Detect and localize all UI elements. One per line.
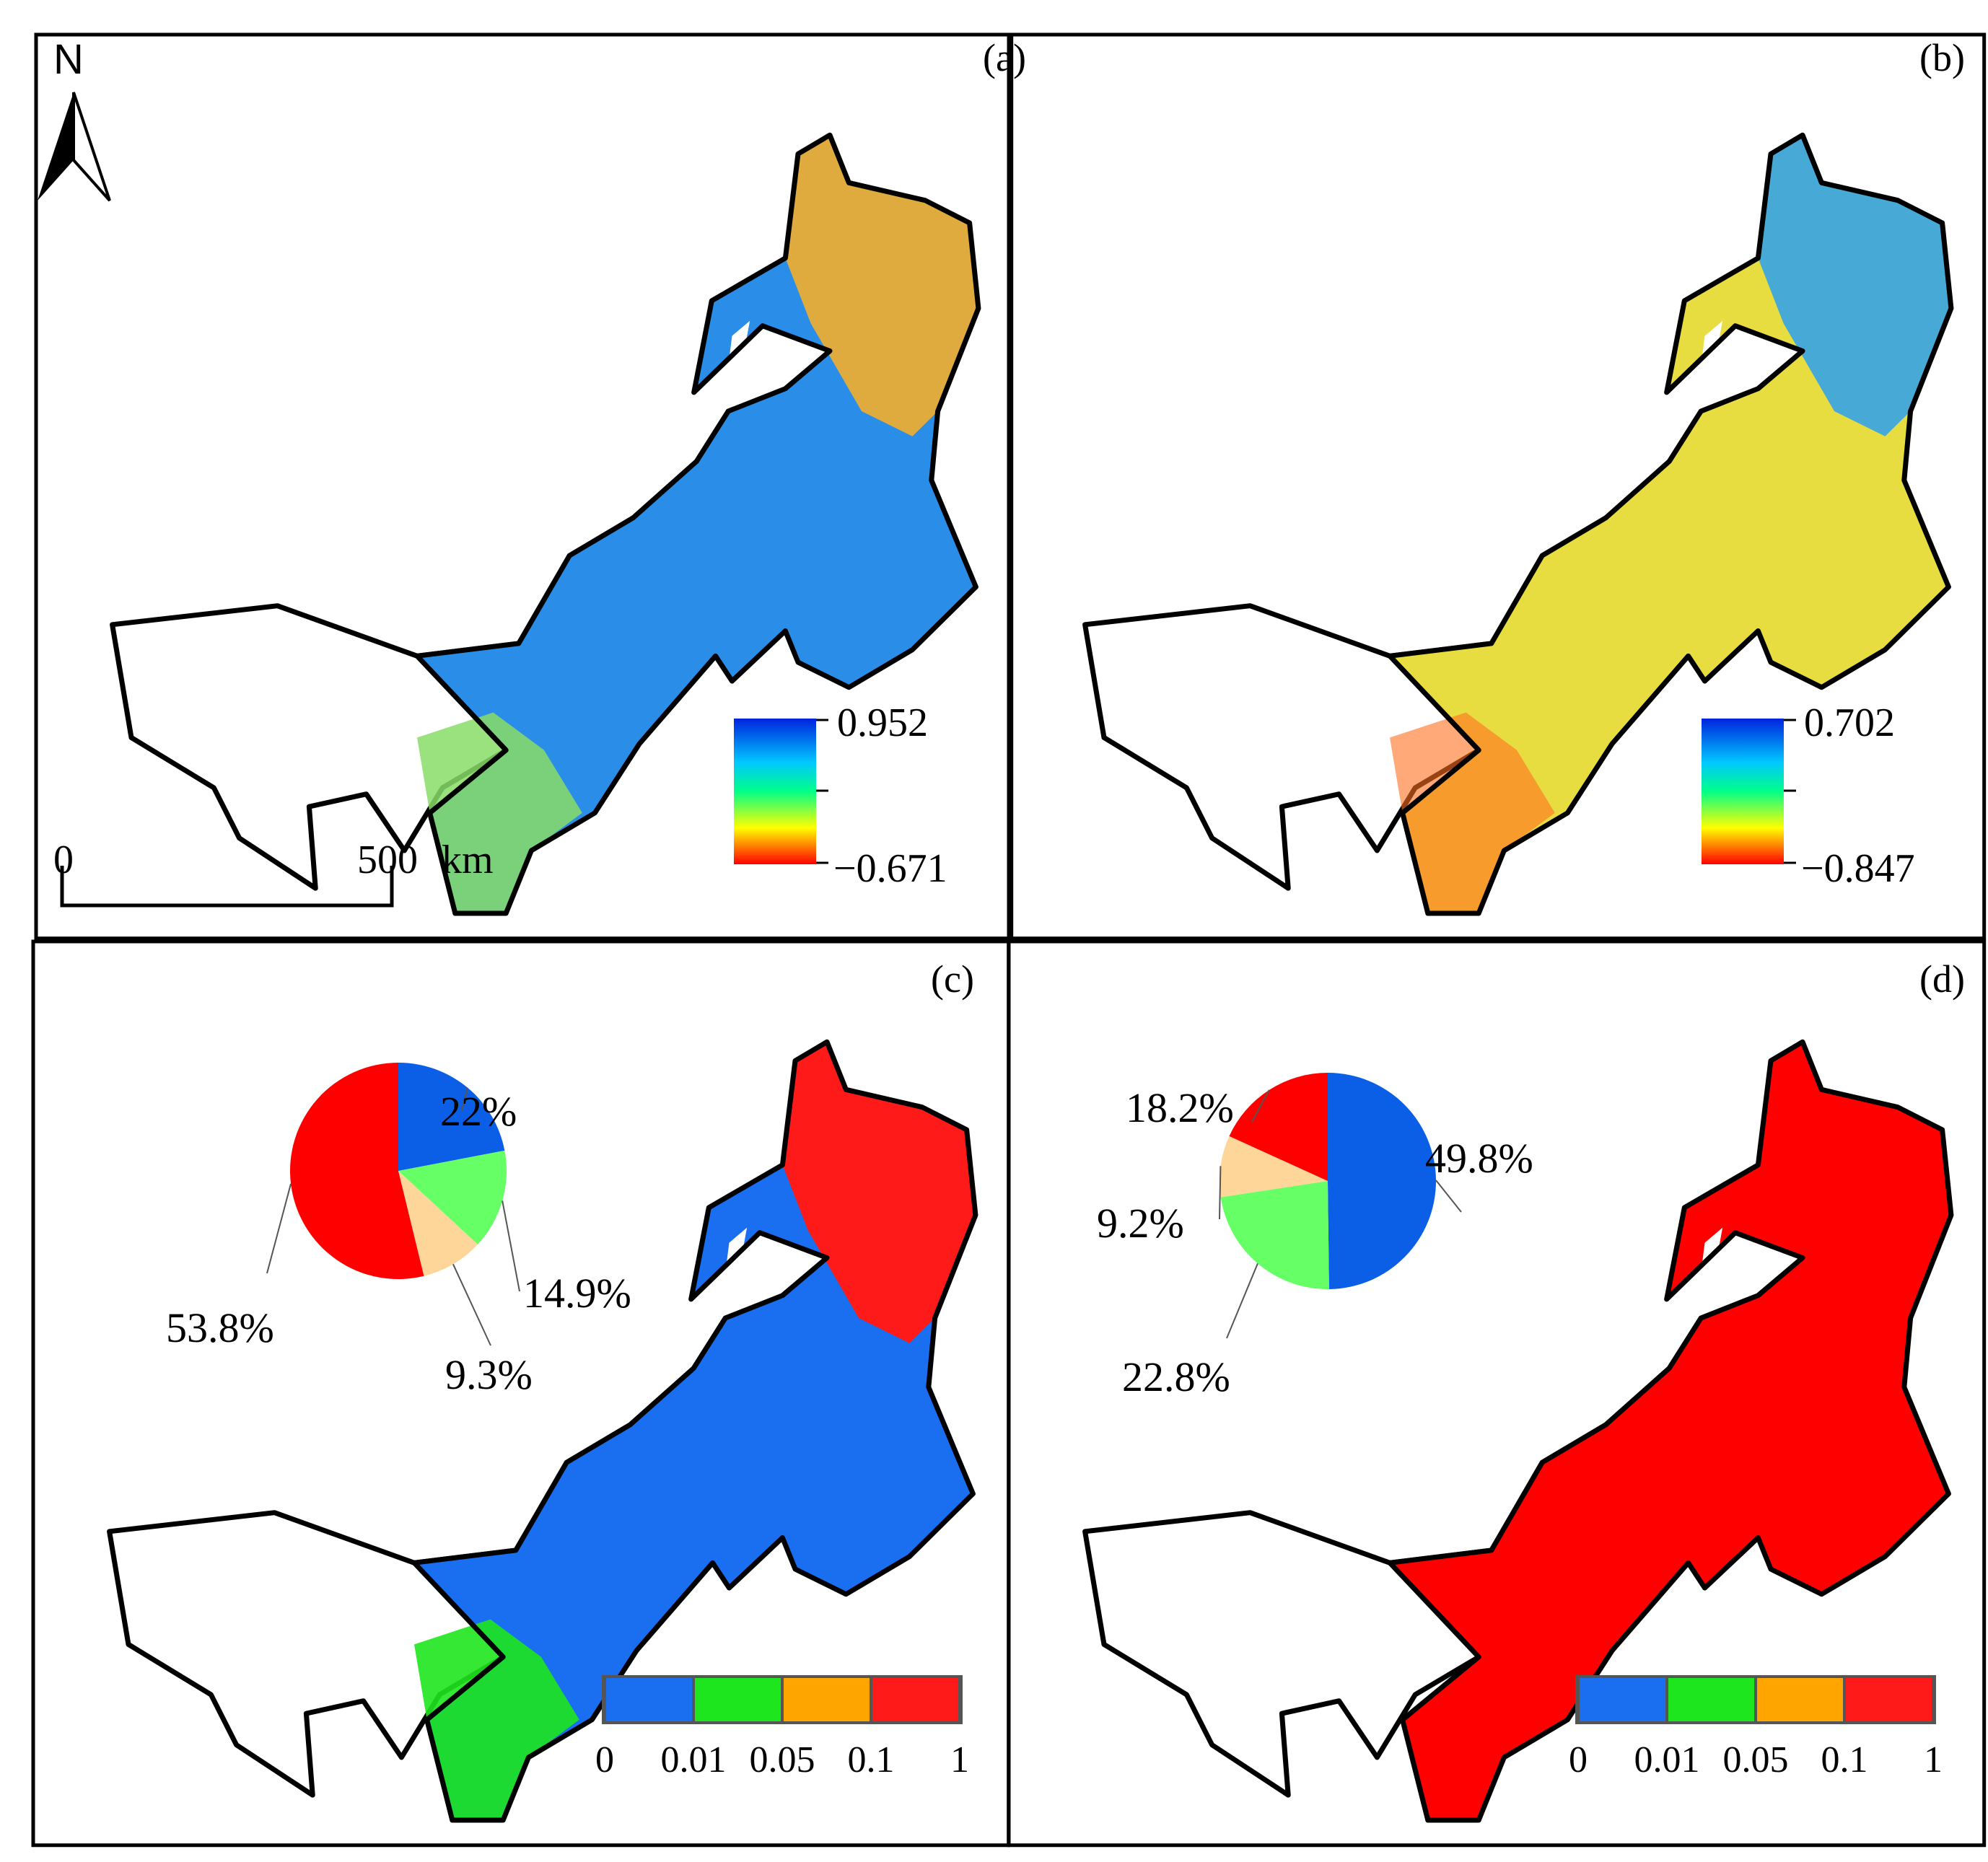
legend-d-tick-0: 0 xyxy=(1569,1739,1588,1780)
legend-d-swatch-3 xyxy=(1846,1678,1932,1721)
legend-c-swatch-2 xyxy=(784,1678,870,1721)
pie-d-leader-3 xyxy=(1251,1089,1270,1123)
colorbar-b-ramp xyxy=(1702,719,1784,864)
colorbar-a: 0.952 −0.671 xyxy=(734,701,947,891)
legend-d-swatch-2 xyxy=(1757,1678,1843,1721)
pie-d-label-3: 18.2% xyxy=(1126,1084,1234,1131)
legend-d-tick-2: 0.05 xyxy=(1723,1739,1789,1780)
pie-d-slice-1 xyxy=(1220,1181,1329,1289)
pie-d-slice-2 xyxy=(1219,1136,1328,1198)
pie-c-leader-0 xyxy=(461,1087,468,1112)
panel-d xyxy=(1009,941,1984,1845)
scale-bar-unit: km xyxy=(442,838,494,882)
legend-c-tick-0: 0 xyxy=(595,1739,614,1780)
colorbar-b-min: −0.847 xyxy=(1801,846,1915,891)
legend-c: 0 0.01 0.05 0.1 1 xyxy=(595,1675,969,1780)
pie-d-label-2: 9.2% xyxy=(1097,1200,1184,1247)
north-arrow-label: N xyxy=(53,36,84,83)
north-arrow-right-half xyxy=(72,92,111,202)
pie-d-slice-0 xyxy=(1328,1073,1436,1289)
pie-d-label-1: 22.8% xyxy=(1122,1353,1230,1400)
panel-b xyxy=(1009,35,1984,939)
pie-c: 22% 14.9% 9.3% 53.8% xyxy=(166,1063,631,1398)
pie-c-slice-0 xyxy=(398,1063,505,1171)
pie-c-slice-2 xyxy=(398,1171,478,1276)
legend-d-tick-1: 0.01 xyxy=(1634,1739,1700,1780)
pie-c-leader-2 xyxy=(452,1263,491,1346)
scale-bar-line xyxy=(60,866,394,908)
pie-c-label-3: 53.8% xyxy=(166,1304,274,1351)
pie-d-leader-1 xyxy=(1226,1262,1258,1339)
north-arrow-left-half xyxy=(38,92,74,201)
legend-c-tick-4: 1 xyxy=(950,1739,969,1780)
panel-b-frame xyxy=(1009,35,1984,939)
colorbar-b: 0.702 −0.847 xyxy=(1702,701,1915,891)
pie-d-slice-3 xyxy=(1229,1073,1328,1181)
panel-d-label: (d) xyxy=(1919,957,1965,1001)
pie-c-label-2: 9.3% xyxy=(445,1351,533,1398)
pie-d-leader-2 xyxy=(1219,1166,1222,1220)
pie-d-leader-0 xyxy=(1435,1180,1462,1213)
panel-b-label: (b) xyxy=(1919,36,1965,79)
panel-c-label: (c) xyxy=(931,957,974,1001)
legend-c-swatch-1 xyxy=(695,1678,781,1721)
north-arrow: N xyxy=(38,36,111,202)
panel-a xyxy=(36,35,1012,939)
legend-c-tick-3: 0.1 xyxy=(848,1739,895,1780)
legend-c-swatch-3 xyxy=(872,1678,958,1721)
panel-a-frame xyxy=(36,35,1012,939)
pie-c-leader-1 xyxy=(502,1200,520,1292)
colorbar-a-max: 0.952 xyxy=(837,701,928,745)
pie-c-slice-1 xyxy=(398,1150,507,1244)
legend-d-swatch-1 xyxy=(1668,1678,1754,1721)
colorbar-b-max: 0.702 xyxy=(1804,701,1895,745)
pie-c-slice-3 xyxy=(289,1063,424,1280)
pie-c-label-0: 22% xyxy=(440,1088,517,1135)
colorbar-a-min: −0.671 xyxy=(833,846,947,891)
pie-c-label-1: 14.9% xyxy=(523,1270,631,1317)
panel-a-label: (a) xyxy=(983,36,1026,79)
panel-d-frame xyxy=(1009,941,1984,1845)
scale-bar: 0 500 km xyxy=(53,838,494,908)
legend-d: 0 0.01 0.05 0.1 1 xyxy=(1569,1675,1943,1780)
legend-c-tick-1: 0.01 xyxy=(661,1739,727,1780)
legend-c-swatch-0 xyxy=(606,1678,692,1721)
pie-d-label-0: 49.8% xyxy=(1425,1135,1533,1182)
legend-d-tick-4: 1 xyxy=(1924,1739,1943,1780)
scale-bar-end: 500 xyxy=(357,838,418,882)
scale-bar-start: 0 xyxy=(53,838,74,882)
legend-c-tick-2: 0.05 xyxy=(750,1739,815,1780)
colorbar-a-ramp xyxy=(734,719,816,864)
pie-d: 49.8% 22.8% 9.2% 18.2% xyxy=(1097,1073,1533,1400)
legend-d-swatch-0 xyxy=(1580,1678,1665,1721)
legend-d-tick-3: 0.1 xyxy=(1821,1739,1868,1780)
pie-c-leader-3 xyxy=(266,1183,292,1274)
